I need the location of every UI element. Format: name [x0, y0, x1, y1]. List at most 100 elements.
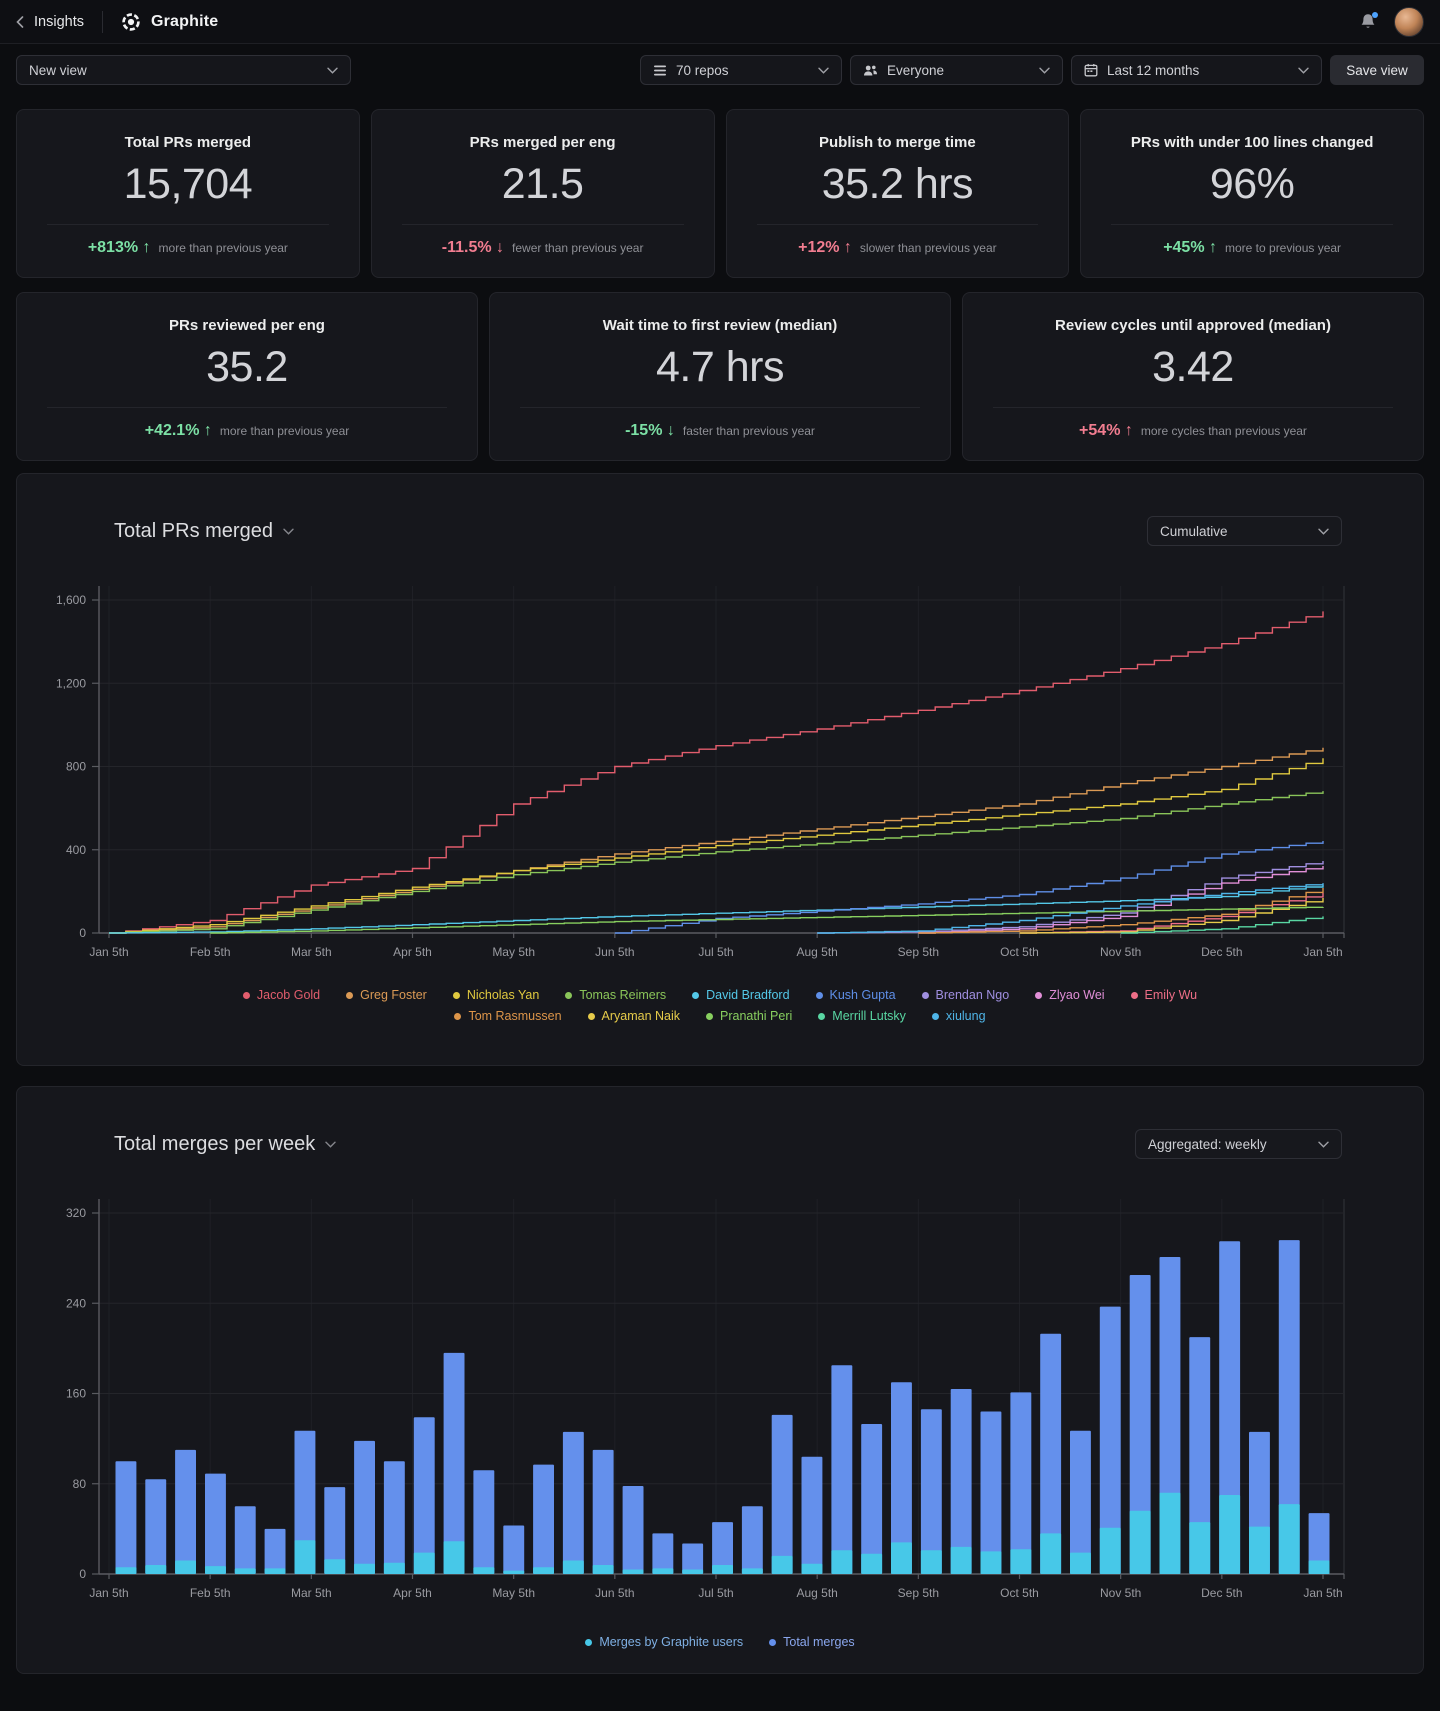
bar-graphite-merges	[712, 1565, 733, 1574]
bar-total-merges	[205, 1473, 226, 1574]
legend-dot	[242, 991, 250, 999]
metric-delta-note: faster than previous year	[682, 424, 815, 438]
metrics-row-2: PRs reviewed per eng 35.2 +42.1% ↑ more tha…	[16, 292, 1424, 461]
svg-text:Oct 5th: Oct 5th	[1000, 1586, 1039, 1600]
card-divider	[993, 407, 1393, 408]
graphite-logo-icon	[121, 12, 141, 32]
chevron-down-icon	[283, 528, 294, 535]
metric-card: PRs with under 100 lines changed 96% +45% …	[1080, 109, 1424, 278]
legend-dot	[346, 991, 354, 999]
repos-select[interactable]: 70 repos	[640, 55, 842, 85]
svg-text:Jun 5th: Jun 5th	[595, 1586, 634, 1600]
legend-item[interactable]: Tomas Reimers	[565, 988, 666, 1002]
legend-item[interactable]: Kush Gupta	[815, 988, 896, 1002]
chart2-title-dropdown[interactable]: Total merges per week	[114, 1133, 336, 1156]
bar-graphite-merges	[383, 1562, 405, 1574]
bar-total-merges	[980, 1411, 1002, 1574]
bar-total-merges	[234, 1506, 256, 1574]
legend-label: Total merges	[783, 1635, 855, 1649]
top-bar: Insights Graphite	[0, 0, 1440, 44]
metric-value: 3.42	[1152, 343, 1234, 391]
legend-item[interactable]: Zlyao Wei	[1035, 988, 1105, 1002]
legend-dot	[921, 991, 929, 999]
svg-text:240: 240	[66, 1296, 86, 1310]
legend-label: Merrill Lutsky	[832, 1009, 906, 1023]
metric-value: 35.2	[206, 343, 288, 391]
line-series	[918, 866, 1324, 934]
bar-graphite-merges	[741, 1568, 763, 1574]
legend-dot	[931, 1012, 939, 1020]
legend-item[interactable]: Merges by Graphite users	[585, 1635, 743, 1649]
chevron-down-icon	[1298, 67, 1309, 74]
metric-title: PRs reviewed per eng	[169, 317, 325, 334]
bar-graphite-merges	[294, 1540, 316, 1574]
bar-total-merges	[1129, 1275, 1151, 1574]
legend-label: Nicholas Yan	[466, 988, 540, 1002]
bar-total-merges	[1219, 1241, 1241, 1574]
people-select-label: Everyone	[887, 62, 945, 78]
bar-graphite-merges	[1010, 1549, 1032, 1574]
bar-total-merges	[1308, 1513, 1330, 1574]
bar-total-merges	[891, 1382, 912, 1574]
bar-total-merges	[1189, 1337, 1211, 1574]
svg-text:Nov 5th: Nov 5th	[1100, 1586, 1141, 1600]
line-series	[1120, 916, 1324, 934]
legend-label: Pranathi Peri	[720, 1009, 793, 1023]
bar-graphite-merges	[1070, 1552, 1091, 1574]
legend-item[interactable]: Greg Foster	[346, 988, 427, 1002]
legend-item[interactable]: Total merges	[769, 1635, 855, 1649]
bar-graphite-merges	[1249, 1526, 1270, 1574]
bar-total-merges	[562, 1431, 584, 1574]
svg-text:160: 160	[66, 1387, 86, 1401]
bar-total-merges	[1040, 1333, 1062, 1574]
legend-item[interactable]: Nicholas Yan	[452, 988, 540, 1002]
legend-dot	[815, 991, 823, 999]
legend-item[interactable]: xiulung	[931, 1009, 986, 1023]
legend-label: Zlyao Wei	[1049, 988, 1105, 1002]
chart1-title-dropdown[interactable]: Total PRs merged	[114, 520, 294, 543]
legend-item[interactable]: Jacob Gold	[242, 988, 321, 1002]
bar-total-merges	[682, 1543, 704, 1574]
legend-item[interactable]: Tom Rasmussen	[454, 1009, 562, 1023]
svg-text:0: 0	[79, 1567, 86, 1581]
chart2-aggregation-select[interactable]: Aggregated: weekly	[1135, 1129, 1342, 1159]
bar-graphite-merges	[1129, 1510, 1151, 1574]
legend-label: Jacob Gold	[256, 988, 321, 1002]
bar-total-merges	[473, 1470, 495, 1574]
bar-total-merges	[652, 1533, 674, 1574]
chevron-down-icon	[325, 1141, 336, 1148]
bar-total-merges	[771, 1414, 793, 1574]
legend-item[interactable]: Brendan Ngo	[921, 988, 1010, 1002]
bar-total-merges	[741, 1506, 763, 1574]
line-series	[109, 791, 1324, 934]
legend-item[interactable]: Pranathi Peri	[706, 1009, 792, 1023]
view-select[interactable]: New view	[16, 55, 351, 85]
legend-item[interactable]: Merrill Lutsky	[818, 1009, 906, 1023]
back-to-insights[interactable]: Insights	[16, 14, 84, 30]
svg-text:800: 800	[66, 760, 86, 774]
legend-item[interactable]: David Bradford	[692, 988, 790, 1002]
legend-dot	[706, 1012, 714, 1020]
metric-title: PRs with under 100 lines changed	[1130, 134, 1374, 151]
svg-text:Sep 5th: Sep 5th	[898, 1586, 939, 1600]
legend-item[interactable]: Aryaman Naik	[587, 1009, 680, 1023]
bar-graphite-merges	[413, 1552, 435, 1574]
bar-total-merges	[354, 1440, 375, 1574]
legend-label: Brendan Ngo	[935, 988, 1010, 1002]
legend-item[interactable]: Emily Wu	[1130, 988, 1197, 1002]
save-view-button[interactable]: Save view	[1330, 55, 1424, 85]
date-range-select[interactable]: Last 12 months	[1071, 55, 1322, 85]
brand[interactable]: Graphite	[121, 12, 218, 32]
legend-dot	[692, 991, 700, 999]
avatar[interactable]	[1394, 6, 1424, 37]
metric-value: 15,704	[123, 160, 253, 208]
notifications-bell-icon[interactable]	[1358, 11, 1378, 32]
chart1-mode-select[interactable]: Cumulative	[1147, 516, 1342, 546]
svg-text:1,600: 1,600	[56, 593, 86, 607]
legend-dot	[1035, 991, 1043, 999]
bar-total-merges	[1278, 1240, 1300, 1574]
bar-graphite-merges	[950, 1546, 972, 1574]
bar-graphite-merges	[1308, 1560, 1330, 1574]
bar-total-merges	[264, 1528, 286, 1574]
people-select[interactable]: Everyone	[850, 55, 1063, 85]
